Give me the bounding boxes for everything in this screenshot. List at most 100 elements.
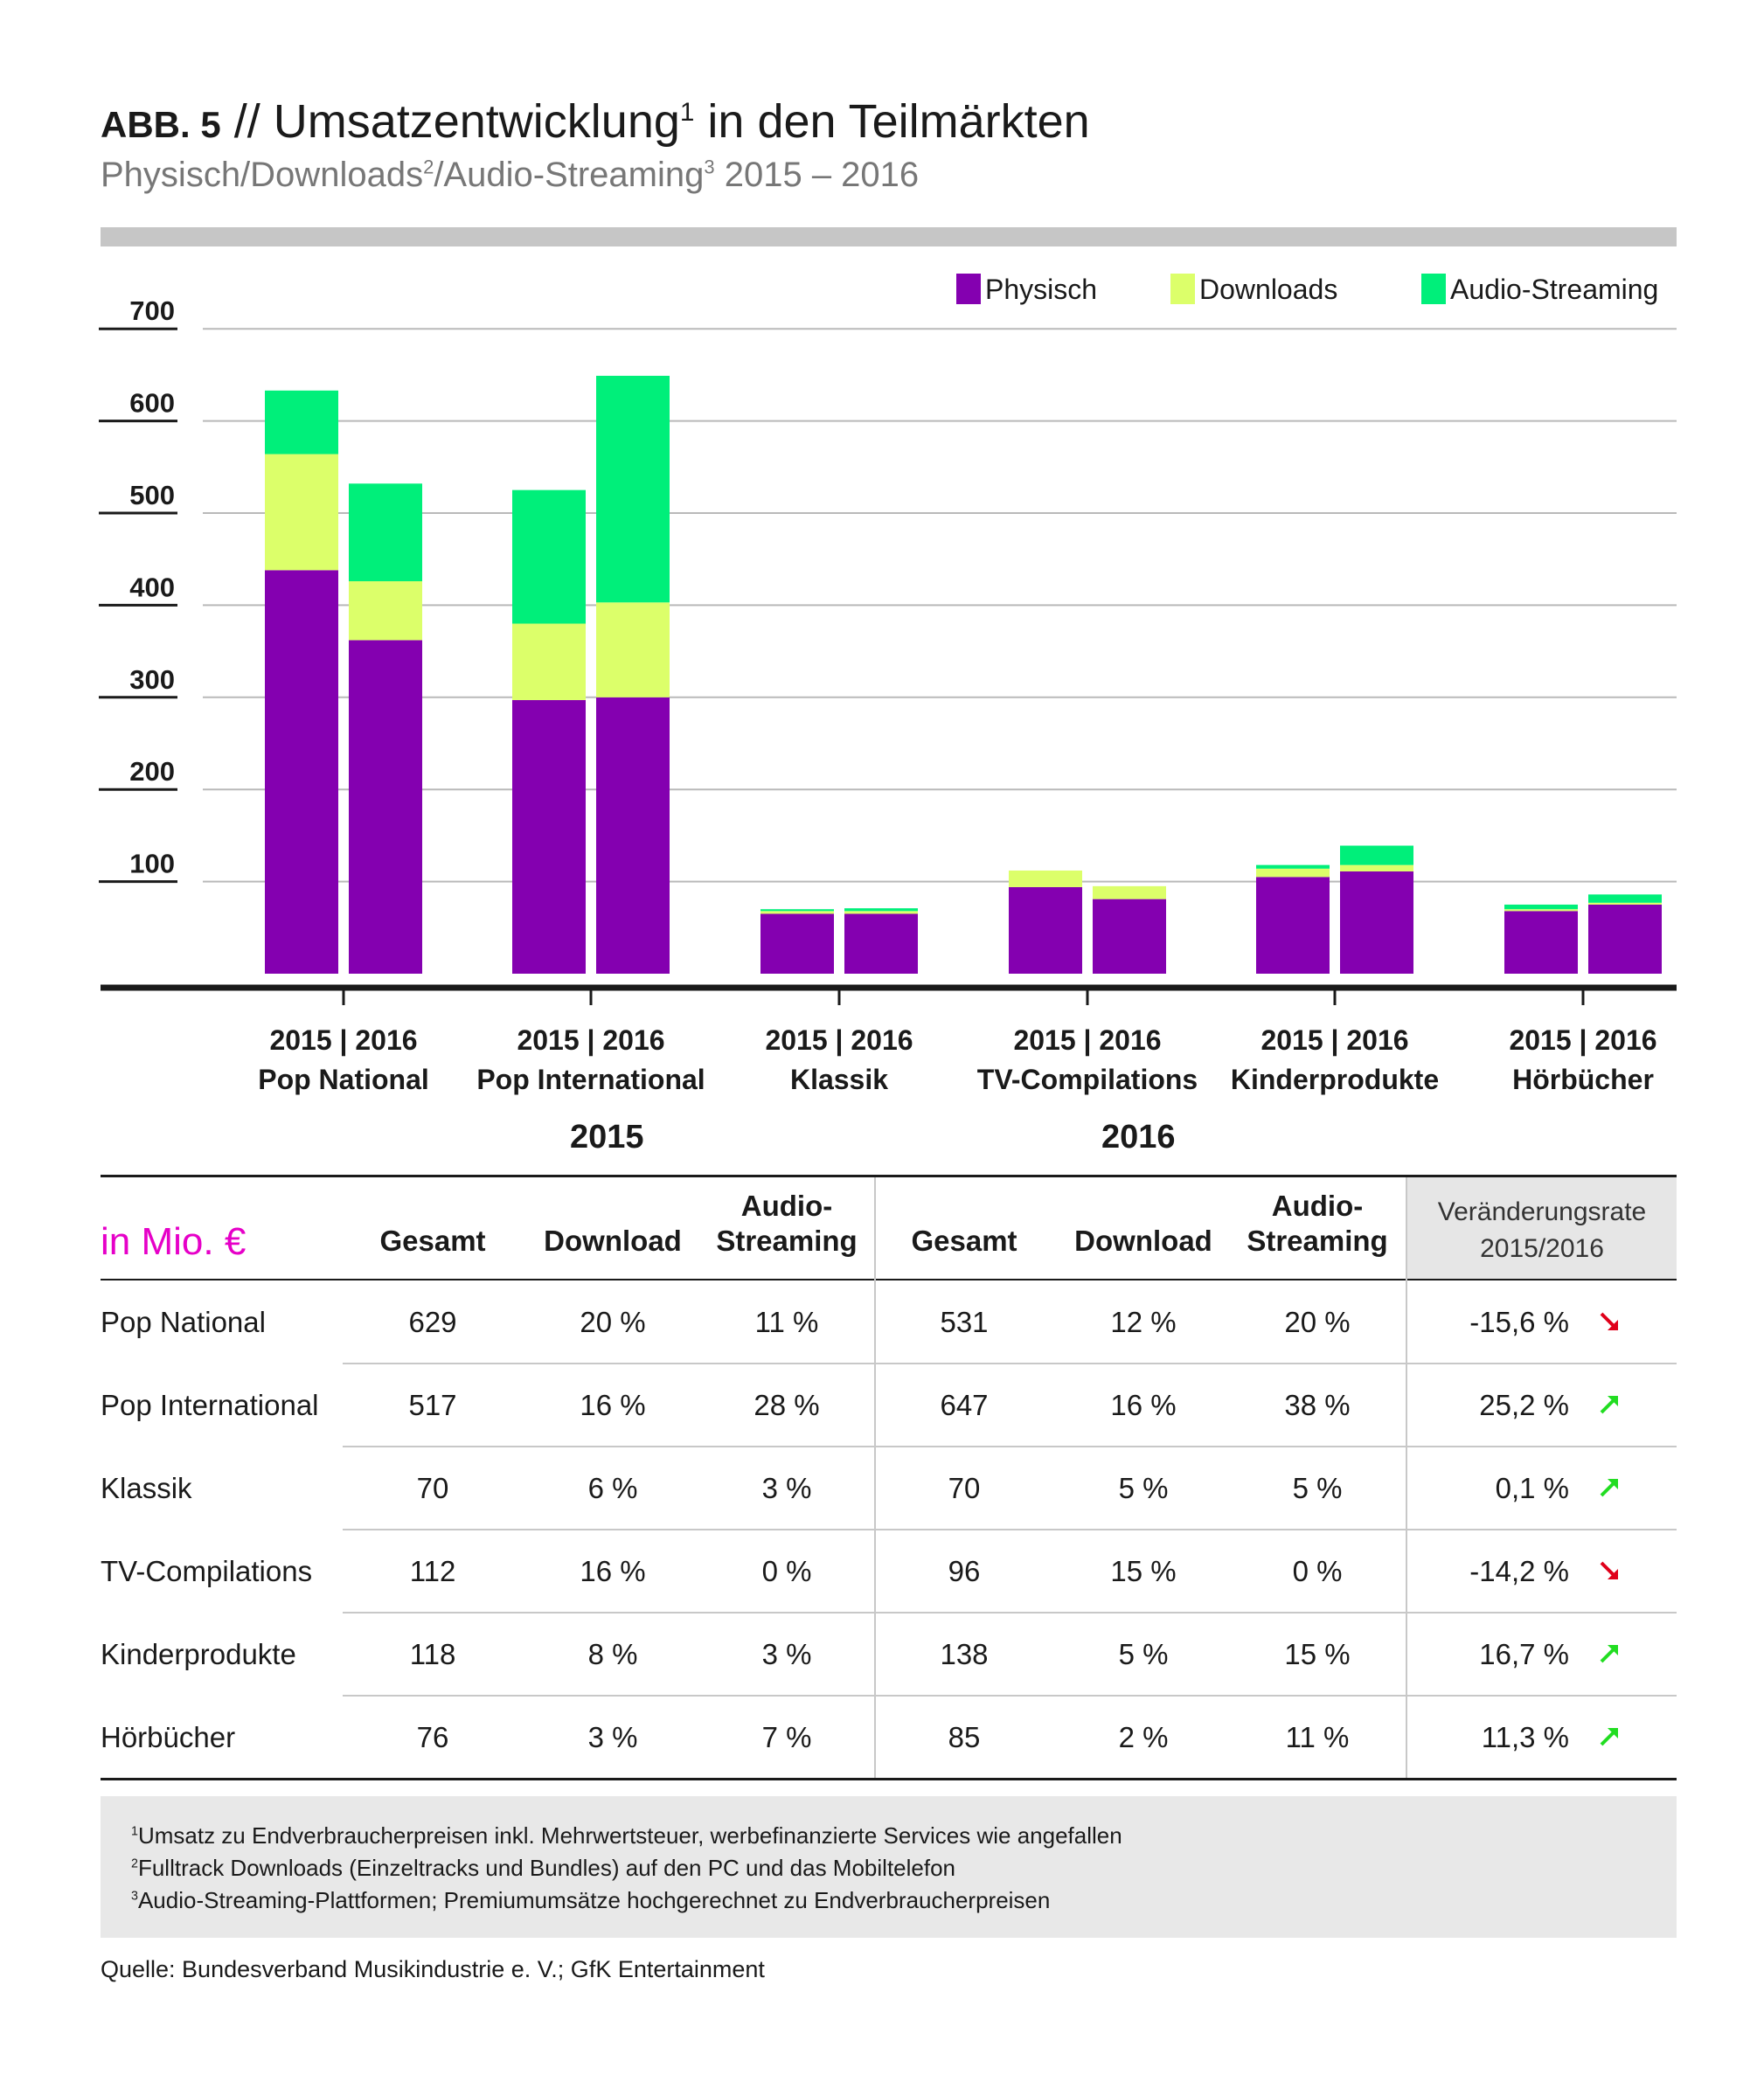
row-label: Hörbücher xyxy=(101,1721,236,1753)
cell-change-rate: -15,6 % xyxy=(1464,1306,1648,1339)
footnote-2: 2Fulltrack Downloads (Einzeltracks und B… xyxy=(131,1855,955,1882)
cell-g15: 118 xyxy=(409,1638,456,1670)
subtitle-part: /Audio-Streaming xyxy=(434,156,705,194)
row-label: Pop National xyxy=(101,1306,266,1338)
bar-segment-physisch xyxy=(1093,899,1166,974)
chart-title: ABB. 5 // Umsatzentwicklung1 in den Teil… xyxy=(101,94,1090,149)
title-text: // Umsatzentwicklung xyxy=(233,95,680,148)
change-header-bg xyxy=(1406,1177,1677,1280)
cell-g15: 76 xyxy=(416,1721,449,1753)
cell-s15: 11 % xyxy=(754,1306,819,1338)
cell-g16: 70 xyxy=(948,1472,981,1504)
cell-g16: 531 xyxy=(940,1306,989,1338)
subtitle-footnote-mark: 3 xyxy=(704,156,715,178)
legend-label: Downloads xyxy=(1199,274,1337,305)
cell-s16: 20 % xyxy=(1284,1306,1351,1338)
bar-segment-downloads xyxy=(1093,885,1166,899)
y-tick-label: 200 xyxy=(129,756,175,787)
cell-g16: 138 xyxy=(940,1638,989,1670)
cell-change-rate: 16,7 % xyxy=(1464,1638,1648,1671)
y-tick-label: 600 xyxy=(129,388,175,419)
bar-segment-audio-streaming xyxy=(349,483,422,581)
arrow-head xyxy=(1608,1569,1618,1579)
bar-segment-physisch xyxy=(349,640,422,974)
bar-segment-physisch xyxy=(1009,886,1082,974)
x-category-label: Pop National xyxy=(258,1064,429,1095)
header-bottom-rule xyxy=(101,1279,1677,1280)
row-separator xyxy=(343,1612,1677,1614)
bar-segment-downloads xyxy=(512,623,586,700)
table-row: Hörbücher 76 3 % 7 % 85 2 % 11 % 11,3 % xyxy=(101,1696,1677,1779)
bar-segment-downloads xyxy=(760,911,834,914)
cell-d15: 16 % xyxy=(580,1389,646,1421)
column-divider xyxy=(874,1177,876,1780)
cell-s15: 7 % xyxy=(761,1721,812,1753)
cell-d15: 20 % xyxy=(580,1306,646,1338)
arrow-head xyxy=(1608,1320,1618,1330)
x-category-label: Hörbücher xyxy=(1512,1064,1654,1095)
title-footnote-mark: 1 xyxy=(679,98,695,127)
change-rate-value: -14,2 % xyxy=(1469,1555,1569,1587)
table-row: Klassik 70 6 % 3 % 70 5 % 5 % 0,1 % xyxy=(101,1447,1677,1530)
y-tick-label: 400 xyxy=(129,572,175,602)
figure-number: ABB. 5 xyxy=(101,104,221,145)
trend-down-arrow-icon xyxy=(1600,1312,1618,1330)
cell-d15: 8 % xyxy=(587,1638,638,1670)
bar-segment-physisch xyxy=(265,570,338,974)
subtitle-footnote-mark: 2 xyxy=(423,156,434,178)
footnote-number: 3 xyxy=(131,1889,138,1904)
legend-swatch xyxy=(1170,274,1195,304)
cell-g16: 647 xyxy=(940,1389,989,1421)
cell-d15: 3 % xyxy=(587,1721,638,1753)
trend-up-arrow-icon xyxy=(1600,1645,1618,1663)
cell-d16: 15 % xyxy=(1110,1555,1177,1587)
row-label: Kinderprodukte xyxy=(101,1638,296,1670)
trend-up-arrow-icon xyxy=(1600,1396,1618,1414)
col-header-download-2016: Download xyxy=(1074,1225,1212,1257)
arrow-head xyxy=(1608,1396,1618,1406)
col-header-gesamt-2015: Gesamt xyxy=(379,1225,486,1257)
bar-segment-physisch xyxy=(844,913,918,974)
x-pair-label: 2015 | 2016 xyxy=(1509,1024,1656,1056)
bar-segment-downloads xyxy=(1256,868,1330,878)
cell-change-rate: 11,3 % xyxy=(1464,1721,1648,1754)
title-text-end: in den Teilmärkten xyxy=(694,95,1090,148)
x-pair-label: 2015 | 2016 xyxy=(1013,1024,1161,1056)
arrow-shaft xyxy=(1600,1312,1615,1328)
y-tick-label: 500 xyxy=(129,480,175,510)
footnote-text: Umsatz zu Endverbraucherpreisen inkl. Me… xyxy=(137,1822,1122,1849)
cell-s15: 3 % xyxy=(761,1638,812,1670)
x-pair-label: 2015 | 2016 xyxy=(517,1024,664,1056)
bar-segment-physisch xyxy=(596,697,670,974)
x-category-label: TV-Compilations xyxy=(977,1064,1198,1095)
bars xyxy=(265,375,1662,974)
arrow-head xyxy=(1608,1728,1618,1738)
bar-segment-audio-streaming xyxy=(265,390,338,455)
col-header-change-line2: 2015/2016 xyxy=(1480,1234,1604,1263)
cell-d16: 5 % xyxy=(1118,1638,1169,1670)
cell-s16: 0 % xyxy=(1292,1555,1343,1587)
bar-segment-downloads xyxy=(844,911,918,914)
cell-d16: 2 % xyxy=(1118,1721,1169,1753)
row-separator xyxy=(343,1529,1677,1530)
bar-segment-physisch xyxy=(512,699,586,974)
source-note: Quelle: Bundesverband Musikindustrie e. … xyxy=(101,1956,765,1982)
bar-segment-downloads xyxy=(1340,864,1413,872)
cell-d15: 6 % xyxy=(587,1472,638,1504)
legend-label: Audio-Streaming xyxy=(1450,274,1658,305)
x-category-label: Klassik xyxy=(790,1064,888,1095)
trend-up-arrow-icon xyxy=(1600,1728,1618,1746)
cell-g15: 517 xyxy=(408,1389,457,1421)
col-header-audio-line1: Audio- xyxy=(740,1190,833,1222)
arrow-shaft xyxy=(1600,1648,1615,1663)
arrow-head xyxy=(1608,1479,1618,1489)
row-label: TV-Compilations xyxy=(101,1555,313,1587)
cell-s15: 28 % xyxy=(754,1389,820,1421)
footnote-number: 2 xyxy=(131,1856,138,1871)
row-separator xyxy=(343,1446,1677,1447)
cell-d16: 12 % xyxy=(1110,1306,1177,1338)
footnote-text: Fulltrack Downloads (Einzeltracks und Bu… xyxy=(137,1855,956,1881)
row-separator xyxy=(343,1363,1677,1364)
cell-g16: 96 xyxy=(948,1555,981,1587)
trend-up-arrow-icon xyxy=(1600,1479,1618,1497)
